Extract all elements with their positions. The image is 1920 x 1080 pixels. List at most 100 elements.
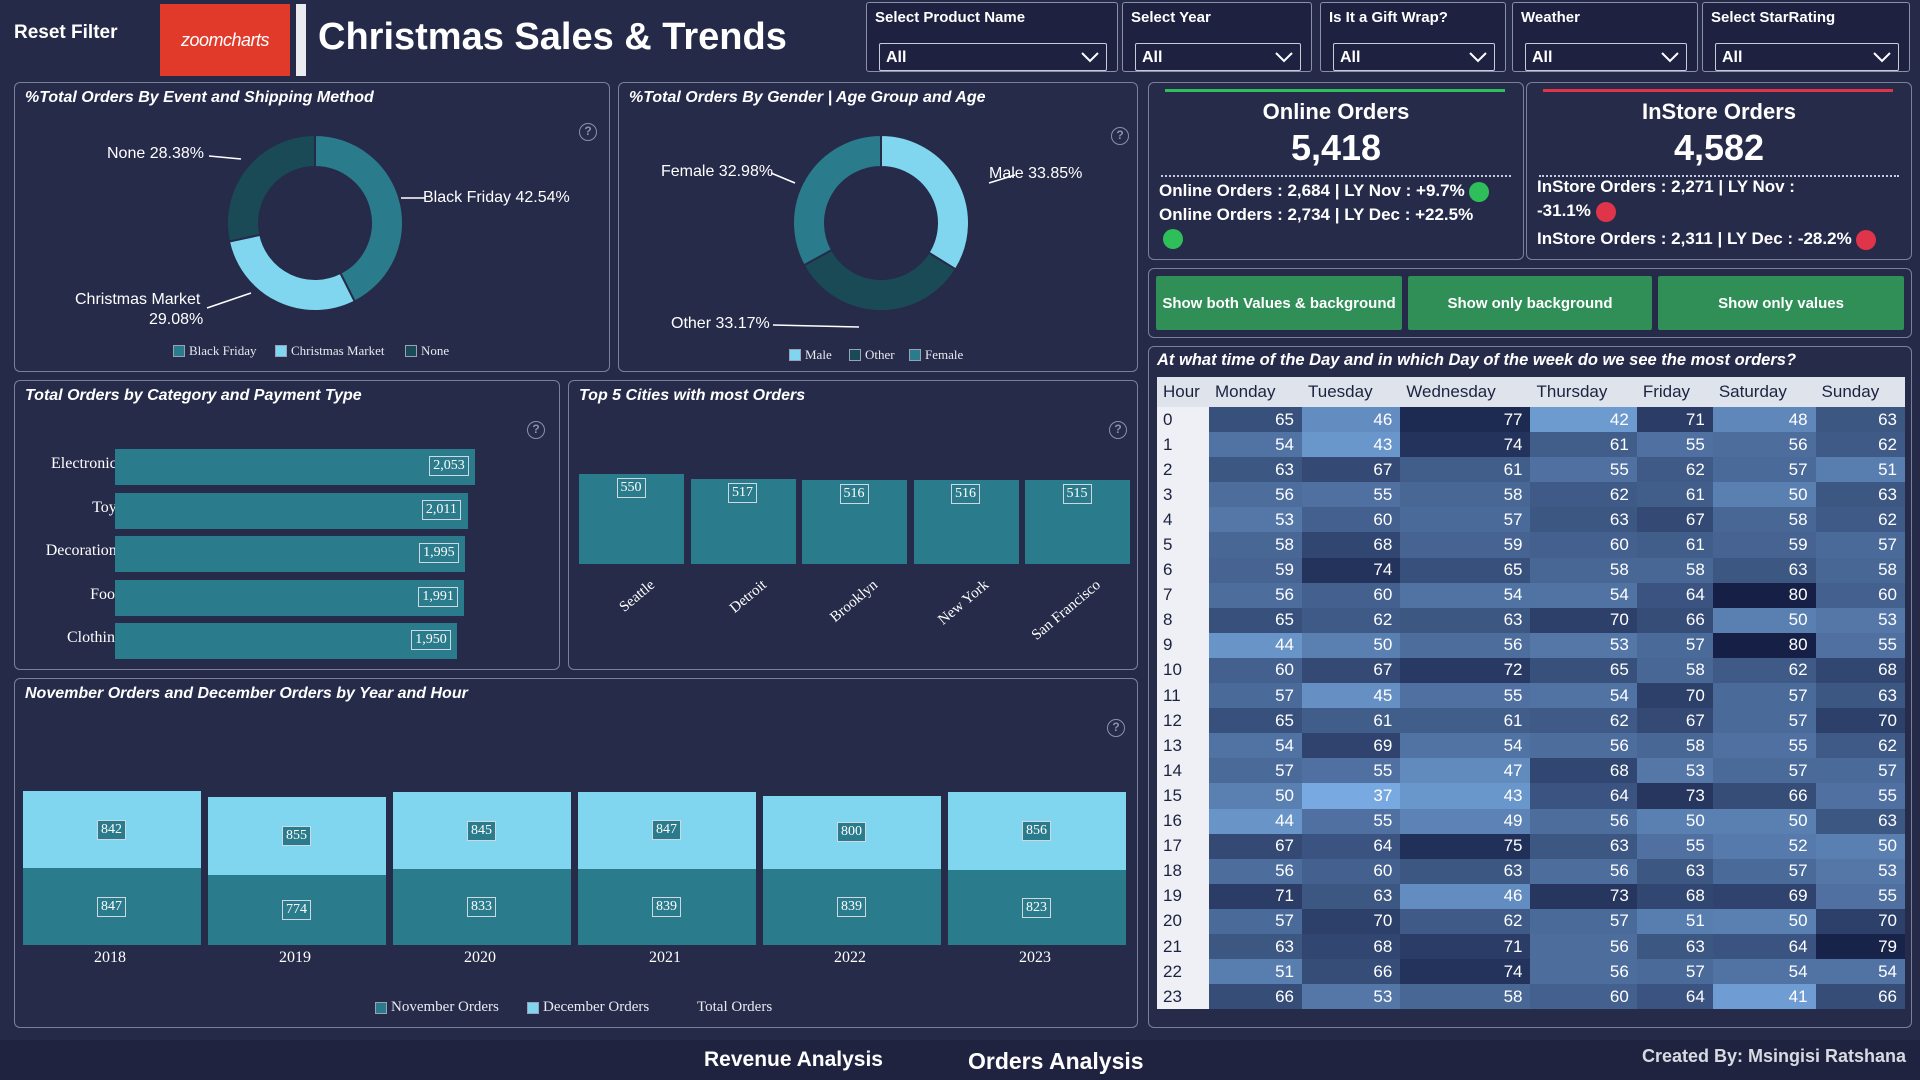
heatmap-cell[interactable]: 58 — [1636, 733, 1713, 759]
heatmap-cell[interactable]: 51 — [1636, 908, 1713, 934]
heatmap-cell[interactable]: 65 — [1209, 607, 1303, 633]
heatmap-cell[interactable]: 63 — [1815, 407, 1905, 433]
heatmap-cell[interactable]: 55 — [1636, 833, 1713, 859]
slicer-year[interactable]: Select Year All — [1122, 2, 1312, 72]
heatmap-cell[interactable]: 55 — [1636, 432, 1713, 458]
heatmap-cell[interactable]: 50 — [1209, 783, 1303, 809]
heatmap-cell[interactable]: 62 — [1815, 507, 1905, 533]
heatmap-cell[interactable]: 53 — [1815, 607, 1905, 633]
donut-slice-christmas-market[interactable] — [227, 233, 357, 312]
legend-black-friday[interactable]: Black Friday — [173, 343, 257, 359]
heatmap-cell[interactable]: 58 — [1712, 507, 1816, 533]
heatmap-cell[interactable]: 58 — [1400, 984, 1531, 1010]
heatmap-cell[interactable]: 62 — [1815, 733, 1905, 759]
heatmap-cell[interactable]: 56 — [1530, 808, 1637, 834]
heatmap-cell[interactable]: 66 — [1636, 607, 1713, 633]
heatmap-cell[interactable]: 70 — [1636, 683, 1713, 709]
donut-slice-male[interactable] — [880, 133, 970, 271]
heatmap-cell[interactable]: 51 — [1209, 959, 1303, 985]
heatmap-cell[interactable]: 63 — [1400, 858, 1531, 884]
heatmap-cell[interactable]: 56 — [1209, 482, 1303, 508]
heatmap-cell[interactable]: 55 — [1712, 733, 1816, 759]
heatmap-cell[interactable]: 58 — [1530, 557, 1637, 583]
heatmap-cell[interactable]: 63 — [1815, 808, 1905, 834]
heatmap-cell[interactable]: 57 — [1712, 758, 1816, 784]
heatmap-cell[interactable]: 69 — [1712, 883, 1816, 909]
heatmap-cell[interactable]: 63 — [1636, 933, 1713, 960]
heatmap-cell[interactable]: 54 — [1400, 582, 1531, 608]
heatmap-cell[interactable]: 80 — [1712, 582, 1816, 608]
heatmap-column-header[interactable]: Monday — [1209, 377, 1303, 407]
heatmap-cell[interactable]: 56 — [1712, 432, 1816, 458]
heatmap-cell[interactable]: 64 — [1712, 933, 1816, 960]
heatmap-cell[interactable]: 66 — [1209, 984, 1303, 1010]
donut-slice-black-friday[interactable] — [314, 133, 404, 303]
slicer-dropdown[interactable]: All — [1135, 43, 1301, 71]
heatmap-cell[interactable]: 52 — [1712, 833, 1816, 859]
heatmap-cell[interactable]: 53 — [1530, 632, 1637, 658]
heatmap-cell[interactable]: 68 — [1636, 883, 1713, 909]
heatmap-cell[interactable]: 66 — [1815, 984, 1905, 1010]
heatmap-cell[interactable]: 69 — [1302, 733, 1401, 759]
heatmap-cell[interactable]: 60 — [1302, 507, 1401, 533]
heatmap-cell[interactable]: 62 — [1302, 607, 1401, 633]
heatmap-column-header[interactable]: Tuesday — [1302, 377, 1401, 407]
heatmap-cell[interactable]: 68 — [1302, 532, 1401, 558]
slicer-gift-wrap[interactable]: Is It a Gift Wrap? All — [1320, 2, 1506, 72]
heatmap-cell[interactable]: 56 — [1530, 959, 1637, 985]
heatmap-cell[interactable]: 53 — [1815, 858, 1905, 884]
heatmap-cell[interactable]: 54 — [1209, 733, 1303, 759]
heatmap-cell[interactable]: 74 — [1302, 557, 1401, 583]
help-icon[interactable]: ? — [1111, 127, 1129, 145]
heatmap-cell[interactable]: 60 — [1302, 858, 1401, 884]
legend-december-orders[interactable]: December Orders — [527, 999, 649, 1016]
heatmap-cell[interactable]: 42 — [1530, 407, 1637, 433]
heatmap-cell[interactable]: 56 — [1530, 733, 1637, 759]
heatmap-cell[interactable]: 55 — [1815, 783, 1905, 809]
heatmap-cell[interactable]: 61 — [1636, 532, 1713, 558]
heatmap-cell[interactable]: 67 — [1636, 708, 1713, 734]
heatmap-cell[interactable]: 62 — [1815, 432, 1905, 458]
category-bar[interactable] — [115, 449, 476, 485]
heatmap-cell[interactable]: 74 — [1400, 432, 1531, 458]
heatmap-cell[interactable]: 54 — [1400, 733, 1531, 759]
heatmap-cell[interactable]: 54 — [1815, 959, 1905, 985]
heatmap-cell[interactable]: 58 — [1400, 482, 1531, 508]
heatmap-cell[interactable]: 67 — [1302, 457, 1401, 483]
legend-other[interactable]: Other — [849, 347, 895, 363]
legend-female[interactable]: Female — [909, 347, 963, 363]
heatmap-cell[interactable]: 65 — [1530, 657, 1637, 684]
heatmap-cell[interactable]: 54 — [1209, 432, 1303, 458]
heatmap-cell[interactable]: 61 — [1400, 457, 1531, 483]
heatmap-cell[interactable]: 64 — [1530, 783, 1637, 809]
heatmap-cell[interactable]: 61 — [1636, 482, 1713, 508]
help-icon[interactable]: ? — [527, 421, 545, 439]
heatmap-cell[interactable]: 68 — [1530, 758, 1637, 784]
heatmap-column-header[interactable]: Wednesday — [1400, 377, 1531, 407]
heatmap-cell[interactable]: 57 — [1712, 683, 1816, 709]
heatmap-cell[interactable]: 50 — [1712, 482, 1816, 508]
heatmap-cell[interactable]: 63 — [1209, 457, 1303, 483]
legend-total-orders[interactable]: Total Orders — [697, 999, 773, 1015]
heatmap-cell[interactable]: 45 — [1302, 683, 1401, 709]
heatmap-cell[interactable]: 60 — [1209, 657, 1303, 684]
heatmap-cell[interactable]: 65 — [1209, 407, 1303, 433]
heatmap-cell[interactable]: 71 — [1400, 933, 1531, 960]
heatmap-cell[interactable]: 50 — [1636, 808, 1713, 834]
heatmap-cell[interactable]: 56 — [1209, 858, 1303, 884]
heatmap-cell[interactable]: 55 — [1302, 482, 1401, 508]
help-icon[interactable]: ? — [1109, 421, 1127, 439]
heatmap-cell[interactable]: 44 — [1209, 808, 1303, 834]
heatmap-cell[interactable]: 62 — [1712, 657, 1816, 684]
heatmap-cell[interactable]: 57 — [1209, 908, 1303, 934]
heatmap-cell[interactable]: 60 — [1815, 582, 1905, 608]
heatmap-cell[interactable]: 57 — [1400, 507, 1531, 533]
donut-slice-none[interactable] — [226, 133, 316, 243]
heatmap-cell[interactable]: 57 — [1712, 858, 1816, 884]
heatmap-cell[interactable]: 43 — [1400, 783, 1531, 809]
tab-revenue-analysis[interactable]: Revenue Analysis — [704, 1048, 883, 1071]
heatmap-cell[interactable]: 58 — [1815, 557, 1905, 583]
heatmap-cell[interactable]: 56 — [1530, 933, 1637, 960]
heatmap-cell[interactable]: 73 — [1636, 783, 1713, 809]
slicer-dropdown[interactable]: All — [1525, 43, 1687, 71]
